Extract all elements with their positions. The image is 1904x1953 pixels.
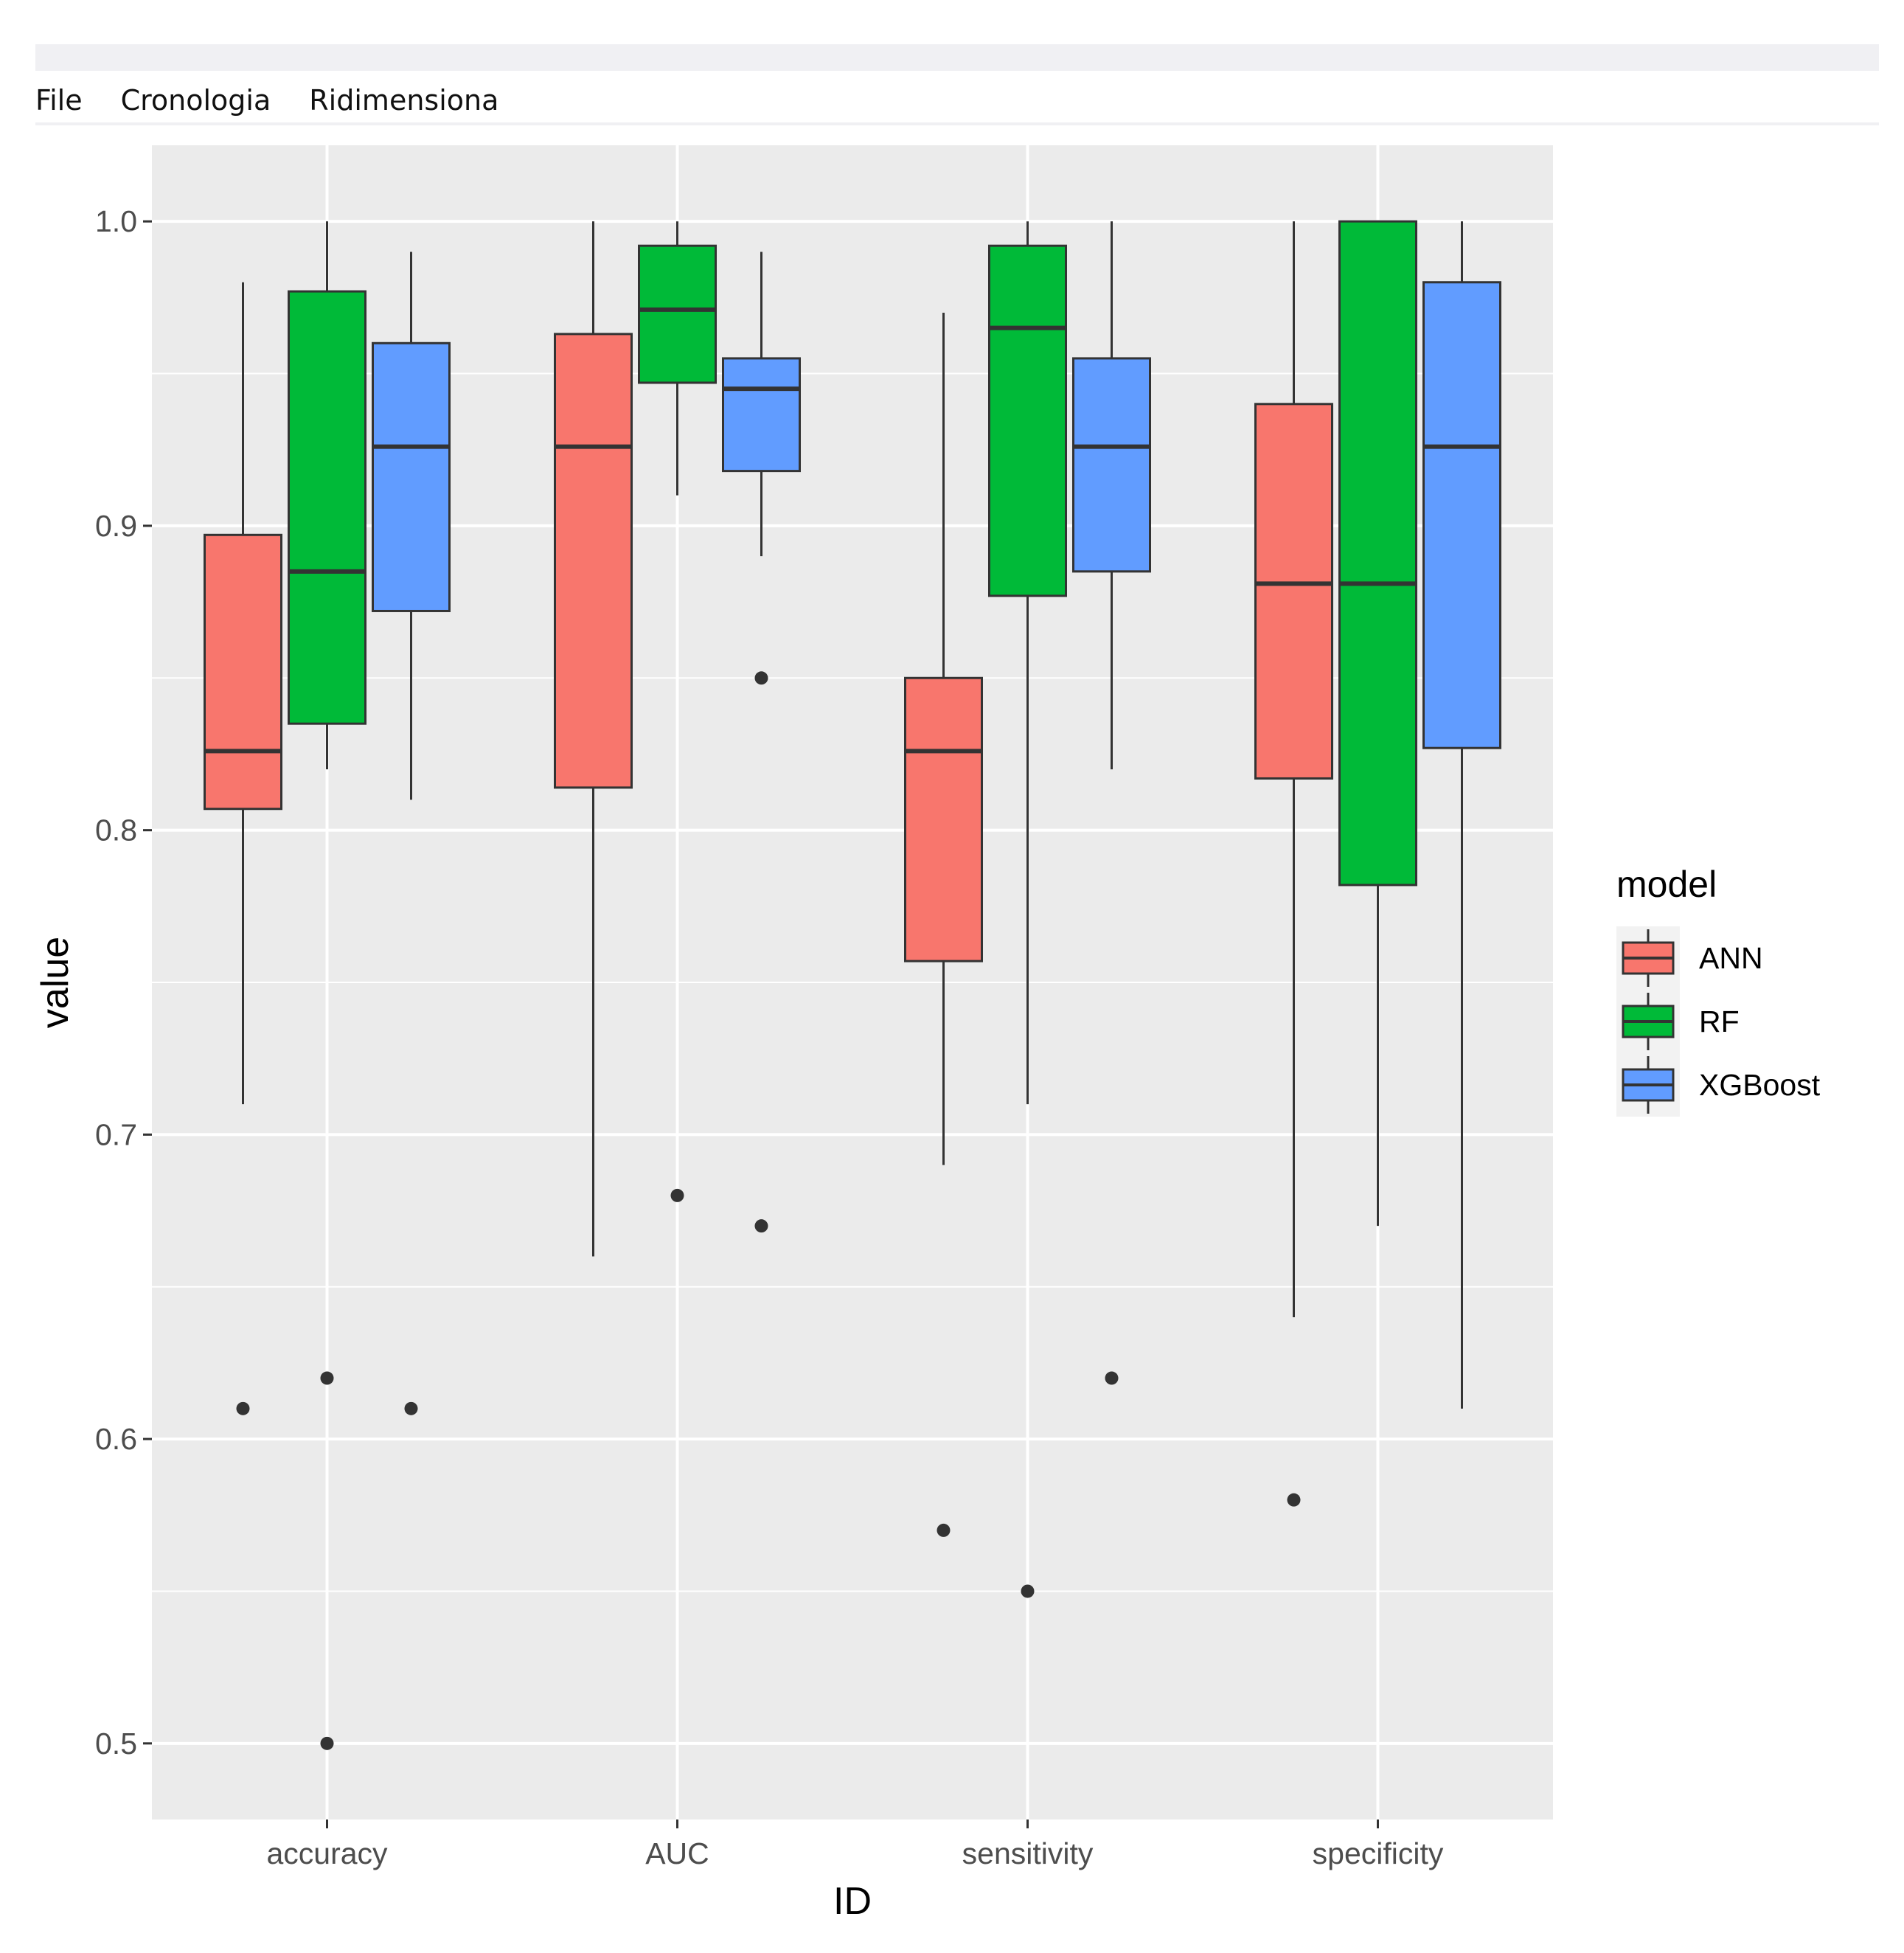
box-rf-sensitivity <box>988 221 1067 1598</box>
box-ann-auc <box>554 221 633 1257</box>
box-rf-auc <box>638 221 717 1202</box>
iqr-box <box>1422 281 1501 749</box>
y-axis-ticks: 0.5 0.6 0.7 0.8 0.9 1.0 <box>95 204 152 1761</box>
iqr-box <box>1254 403 1333 780</box>
box-xgboost-sensitivity <box>1072 221 1151 1385</box>
box-xgboost-specificity <box>1422 221 1501 1409</box>
x-axis-ticks: accuracy AUC sensitivity specificity <box>266 1820 1444 1870</box>
x-axis-title: ID <box>833 1880 872 1923</box>
menu-ridimensiona[interactable]: Ridimensiona <box>309 84 499 117</box>
box-ann-accuracy <box>204 282 282 1415</box>
boxplot-chart: 0.5 0.6 0.7 0.8 0.9 1.0 accuracy AUC sensitivit… <box>34 145 1821 1923</box>
iqr-box <box>372 341 451 612</box>
iqr-box <box>554 333 633 789</box>
menu-cronologia[interactable]: Cronologia <box>120 84 271 117</box>
outlier-point <box>937 1523 951 1537</box>
outlier-point <box>754 1219 768 1233</box>
menu-separator <box>35 122 1879 125</box>
y-tick-label: 0.5 <box>95 1727 137 1761</box>
iqr-box <box>904 676 983 962</box>
iqr-box <box>988 244 1067 597</box>
iqr-box <box>1338 220 1417 887</box>
y-axis-title: value <box>34 937 77 1028</box>
box-rf-accuracy <box>288 221 366 1750</box>
iqr-box <box>288 290 366 725</box>
outlier-point <box>320 1736 334 1750</box>
x-tick-label: accuracy <box>266 1836 388 1870</box>
legend-title: model <box>1616 864 1717 905</box>
legend-label: RF <box>1699 1005 1740 1038</box>
window-title-bar <box>35 44 1879 71</box>
x-tick-label: sensitivity <box>962 1836 1094 1870</box>
box-xgboost-auc <box>722 252 801 1233</box>
x-tick-label: AUC <box>645 1836 709 1870</box>
menu-bar: File Cronologia Ridimensiona <box>35 77 537 124</box>
legend-label: ANN <box>1699 941 1763 975</box>
x-tick-label: specificity <box>1313 1836 1444 1870</box>
box-ann-specificity <box>1254 221 1333 1507</box>
iqr-box <box>1072 357 1151 573</box>
iqr-box <box>204 533 282 811</box>
box-rf-specificity <box>1338 220 1417 1227</box>
legend: model ANN RF XGBoost <box>1616 864 1821 1117</box>
outlier-point <box>1105 1371 1119 1385</box>
outlier-point <box>236 1401 250 1415</box>
iqr-box <box>722 357 801 473</box>
outlier-point <box>754 671 768 685</box>
y-tick-label: 1.0 <box>95 204 137 238</box>
outlier-point <box>1021 1584 1035 1598</box>
y-tick-label: 0.6 <box>95 1422 137 1456</box>
legend-label: XGBoost <box>1699 1068 1821 1102</box>
menu-file[interactable]: File <box>35 84 83 117</box>
outlier-point <box>670 1188 684 1202</box>
box-xgboost-accuracy <box>372 252 451 1415</box>
iqr-box <box>638 244 717 384</box>
outlier-point <box>1287 1493 1301 1507</box>
outlier-point <box>320 1371 334 1385</box>
outlier-point <box>404 1401 418 1415</box>
box-ann-sensitivity <box>904 313 983 1537</box>
y-tick-label: 0.8 <box>95 814 137 847</box>
boxes <box>204 220 1501 1750</box>
y-tick-label: 0.9 <box>95 509 137 543</box>
y-tick-label: 0.7 <box>95 1117 137 1151</box>
